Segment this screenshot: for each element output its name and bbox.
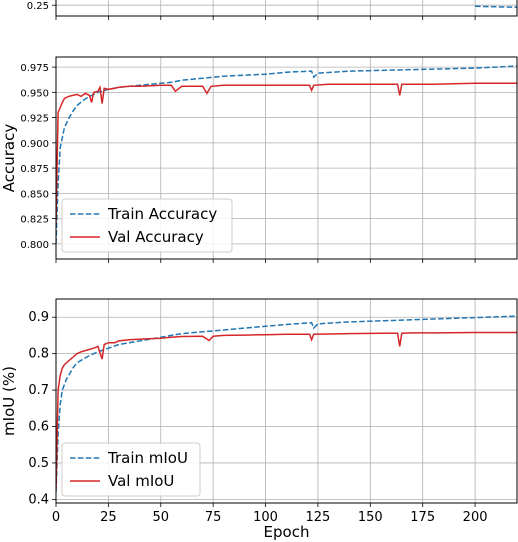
axes-frame <box>55 298 518 504</box>
y-tick-label: 0.5 <box>28 456 49 471</box>
x-tick-label: 25 <box>100 510 117 525</box>
y-tick-label: 0.8 <box>28 347 49 362</box>
legend: Train Accuracy Val Accuracy <box>61 198 233 253</box>
y-tick-label: 0.25 <box>27 1 49 12</box>
x-tick-label: 150 <box>358 510 383 525</box>
val-miou-line <box>56 331 517 489</box>
x-tick-label: 75 <box>205 510 222 525</box>
legend-box <box>61 442 201 497</box>
panel-2: 0.4 0.5 0.6 0.7 0.8 0.9 0 25 50 75 100 125 150 175 200… <box>0 298 518 541</box>
x-tick-label: 100 <box>253 510 278 525</box>
y-tick-label: 0.850 <box>20 189 49 200</box>
x-tick-label: 125 <box>306 510 331 525</box>
y-tick-label: 0.925 <box>20 114 49 125</box>
y-tick-label: 0.800 <box>20 240 49 251</box>
train-line <box>475 5 517 8</box>
y-tick-label: 0.6 <box>28 420 49 435</box>
legend: Train mIoU Val mIoU <box>61 442 201 497</box>
x-tick-label: 0 <box>52 510 60 525</box>
y-axis-label: Accuracy <box>0 124 18 193</box>
legend-box <box>61 198 233 253</box>
y-tick-label: 0.4 <box>28 492 49 507</box>
x-tick-label: 175 <box>410 510 435 525</box>
val-accuracy-line <box>56 82 517 224</box>
y-tick-label: 0.9 <box>28 310 49 325</box>
legend-label: Val mIoU <box>108 472 174 490</box>
y-tick-label: 0.975 <box>20 63 49 74</box>
x-tick-label: 200 <box>463 510 488 525</box>
panel-1: 0.800 0.825 0.850 0.875 0.900 0.925 0.950 0.975… <box>0 56 518 263</box>
axes-frame <box>55 56 518 260</box>
y-axis-label: mIoU (%) <box>0 366 18 436</box>
y-tick-label: 0.950 <box>20 88 49 99</box>
y-tick-label: 0.7 <box>28 383 49 398</box>
y-tick-label: 0.900 <box>20 139 49 150</box>
legend-label: Train mIoU <box>107 449 188 467</box>
legend-label: Val Accuracy <box>108 228 204 246</box>
legend-label: Train Accuracy <box>107 205 217 223</box>
x-tick-label: 50 <box>152 510 169 525</box>
y-tick-label: 0.825 <box>20 215 49 226</box>
y-tick-label: 0.875 <box>20 164 49 175</box>
train-accuracy-line <box>56 65 517 244</box>
panel-0: 0.25 <box>27 0 518 20</box>
axes-frame <box>55 0 518 17</box>
train-miou-line <box>56 315 517 493</box>
x-axis-label: Epoch <box>264 523 310 541</box>
